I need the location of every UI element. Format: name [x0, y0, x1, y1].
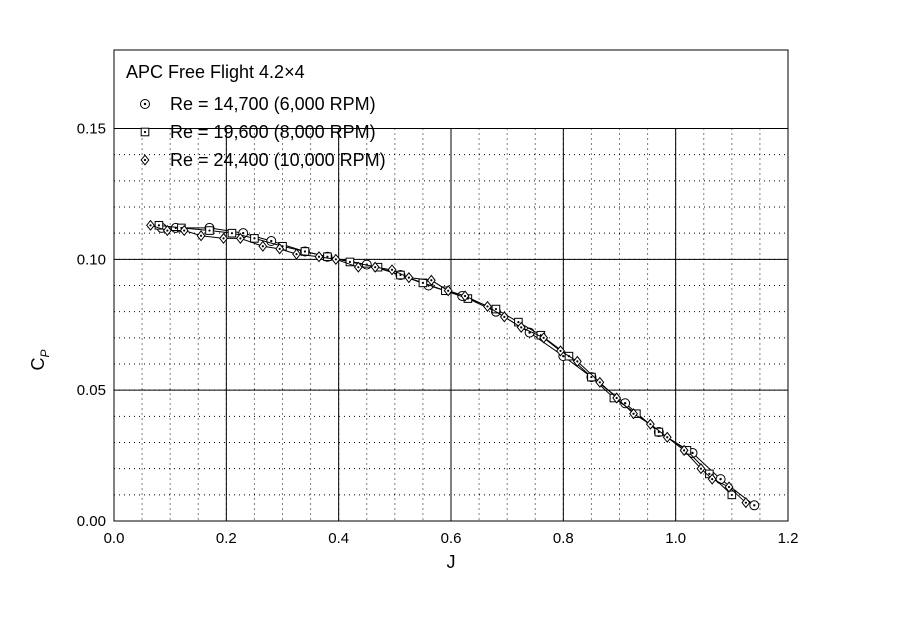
series-3-point-center: [295, 253, 298, 256]
y-axis-label-main: C: [28, 358, 48, 371]
series-1: [156, 222, 760, 511]
series-3-point-center: [463, 294, 467, 298]
x-tick-label: 0.0: [104, 530, 125, 547]
y-tick-label: 0.05: [77, 382, 106, 399]
series-3-point-center: [149, 224, 152, 227]
series-3-point-center: [222, 237, 225, 240]
series-3-point-center: [166, 229, 169, 232]
series-3-point-center: [334, 258, 337, 261]
series-1-point-center: [691, 451, 694, 455]
series-3-point-center: [699, 467, 703, 470]
series-2-point-center: [348, 260, 351, 264]
series-1-point-center: [719, 477, 722, 481]
series-3-point-center: [447, 289, 450, 292]
y-tick-labels: 0.00 0.05 0.10 0.15: [77, 121, 106, 531]
series-3-point-center: [486, 305, 489, 308]
series-2-point-center: [421, 281, 425, 284]
series-3-point-center: [744, 501, 747, 504]
legend-marker-1-center: [143, 102, 147, 106]
series-3-point-center: [615, 396, 618, 400]
series-2-point-center: [494, 307, 498, 311]
series-2-point-center: [208, 229, 211, 232]
legend-entry-3: Re = 24,400 (10,000 RPM): [170, 150, 386, 170]
x-axis-label: J: [447, 552, 456, 572]
series-2-point-center: [253, 237, 256, 240]
plot-frame: [113, 49, 789, 522]
series-1-point-center: [270, 239, 273, 243]
series-3-point-center: [727, 485, 731, 489]
legend-marker-2-center: [143, 130, 147, 134]
series-2-point-center: [230, 232, 234, 235]
series-3-point-center: [261, 245, 264, 248]
series-2-point-center: [303, 250, 307, 253]
series-3: [146, 219, 751, 509]
series-3-point-center: [503, 315, 506, 318]
series-1-point-center: [241, 231, 245, 235]
series-3-point-center: [598, 381, 601, 384]
legend-entry-2: Re = 19,600 (8,000 RPM): [170, 122, 376, 142]
x-tick-label: 0.6: [441, 530, 462, 547]
legend-title: APC Free Flight 4.2×4: [126, 62, 305, 82]
series-1-line: [161, 227, 755, 506]
y-tick-label: 0.15: [77, 121, 106, 138]
legend-marker-3-center: [143, 158, 147, 162]
series-2-point-center: [326, 255, 329, 258]
series-3-line: [150, 224, 747, 504]
y-tick-label: 0.10: [77, 251, 106, 268]
series-1-point-center: [753, 504, 756, 507]
series-3-point-center: [666, 436, 669, 439]
major-grid: [114, 128, 788, 521]
x-tick-labels: 0.0 0.2 0.4 0.6 0.8 1.0 1.2: [104, 530, 799, 547]
series-1-point-center: [623, 402, 627, 405]
x-tick-label: 0.8: [553, 530, 574, 547]
series-3-point-center: [390, 268, 394, 271]
y-tick-label: 0.00: [77, 513, 106, 530]
x-tick-label: 1.2: [778, 530, 799, 547]
series-3-point-center: [682, 449, 686, 452]
series-layer: [146, 219, 760, 511]
series-3-point-center: [430, 279, 433, 282]
series-3-point-center: [278, 247, 281, 250]
series-3-point-center: [632, 412, 635, 415]
series-1-point-center: [562, 354, 565, 358]
legend-entry-1: Re = 14,700 (6,000 RPM): [170, 94, 376, 114]
series-3-point-center: [317, 255, 321, 258]
x-tick-label: 0.4: [328, 530, 349, 547]
series-3-point-center: [649, 423, 652, 426]
x-tick-label: 0.2: [216, 530, 237, 547]
series-3-point-center: [199, 234, 203, 237]
y-axis-label-subscript: P: [38, 349, 52, 357]
series-3-point-center: [407, 276, 410, 279]
series-2-line: [158, 224, 733, 496]
series-2: [154, 221, 737, 500]
legend: APC Free Flight 4.2×4 Re = 14,700 (6,000…: [126, 62, 386, 170]
series-3-point-center: [183, 229, 186, 232]
series-2-point-center: [517, 321, 520, 324]
series-3-point-center: [239, 237, 242, 240]
series-2-point-center: [708, 472, 711, 475]
series-2-point-center: [730, 493, 733, 496]
y-axis-label: CP: [28, 349, 52, 370]
x-tick-label: 1.0: [665, 530, 686, 547]
series-3-point-center: [357, 266, 360, 269]
series-2-point-center: [157, 224, 161, 227]
series-3-point-center: [711, 478, 714, 481]
series-3-point-center: [542, 336, 545, 339]
series-3-point-center: [559, 349, 562, 353]
series-3-point-center: [374, 266, 377, 269]
series-2-point-center: [590, 375, 593, 379]
series-3-point-center: [576, 360, 579, 363]
series-3-point-center: [520, 326, 523, 329]
